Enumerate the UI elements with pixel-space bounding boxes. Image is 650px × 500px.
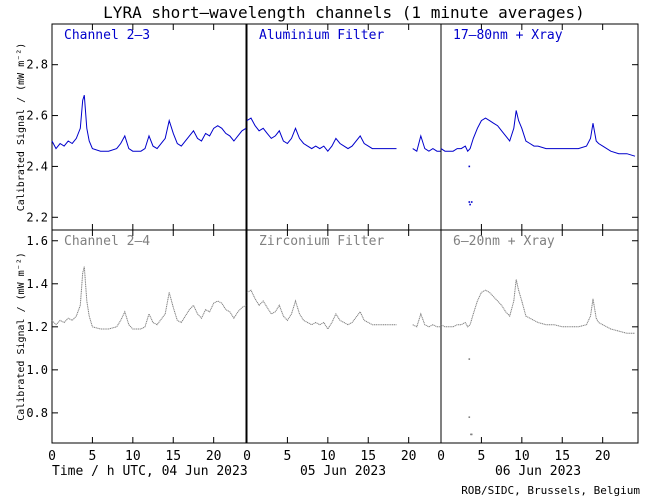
dropout-point xyxy=(468,416,471,418)
dropout-point xyxy=(468,165,471,168)
dropout-point xyxy=(470,433,473,436)
y-tick-label: 2.8 xyxy=(26,58,48,72)
x-tick-label: 10 xyxy=(514,449,530,464)
panel-label: Aluminium Filter xyxy=(259,28,384,43)
panel-frame xyxy=(51,229,247,444)
y-tick-label: 0.8 xyxy=(26,406,48,420)
x-tick-label: 20 xyxy=(206,449,222,464)
series-line xyxy=(440,110,636,157)
x-tick-label: 5 xyxy=(284,449,292,464)
panel-label: Channel 2–3 xyxy=(64,28,150,43)
x-tick-label: 5 xyxy=(89,449,97,464)
x-tick-label: 15 xyxy=(360,449,376,464)
series-line xyxy=(246,117,441,153)
panel-frame xyxy=(246,229,442,444)
panel-label: Zirconium Filter xyxy=(259,234,384,249)
dropout-point xyxy=(470,433,472,436)
x-tick-label: 0 xyxy=(243,449,251,464)
panel-frame xyxy=(440,23,639,231)
series-line xyxy=(440,279,635,334)
day-label-2: 05 Jun 2023 xyxy=(300,464,386,479)
x-tick-label: 15 xyxy=(554,449,570,464)
panel-frame xyxy=(440,229,639,444)
y-tick-label: 2.4 xyxy=(26,159,48,173)
panel-label: Channel 2–4 xyxy=(64,234,150,249)
day-label-1: Time / h UTC, 04 Jun 2023 xyxy=(52,464,248,479)
chart-title: LYRA short–wavelength channels (1 minute… xyxy=(103,3,585,22)
x-tick-label: 10 xyxy=(320,449,336,464)
credit-text: ROB/SIDC, Brussels, Belgium xyxy=(461,484,640,497)
y-tick-label: 1.4 xyxy=(26,277,48,291)
x-tick-label: 20 xyxy=(401,449,417,464)
panel-frame xyxy=(51,23,247,231)
series-line xyxy=(51,266,247,330)
x-tick-label: 10 xyxy=(125,449,141,464)
series-line xyxy=(51,95,247,152)
x-tick-label: 0 xyxy=(48,449,56,464)
panel-label: 17–80nm + Xray xyxy=(453,28,563,43)
series-line xyxy=(246,289,441,330)
panel-label: 6–20nm + Xray xyxy=(453,234,555,249)
y-axis-label: Calibrated Signal / (mW m⁻²) xyxy=(16,43,27,212)
dropout-point xyxy=(468,358,471,360)
y-axis-label: Calibrated Signal / (mW m⁻²) xyxy=(16,252,27,421)
dropout-point xyxy=(468,201,471,203)
x-tick-label: 5 xyxy=(478,449,486,464)
day-label-3: 06 Jun 2023 xyxy=(495,464,581,479)
y-tick-label: 2.2 xyxy=(26,210,48,224)
dropout-point xyxy=(470,201,473,203)
x-tick-label: 20 xyxy=(595,449,611,464)
dropout-point xyxy=(469,203,471,206)
y-tick-label: 1.2 xyxy=(26,320,48,334)
y-tick-label: 1.6 xyxy=(26,234,48,248)
x-tick-label: 0 xyxy=(437,449,445,464)
y-tick-label: 2.6 xyxy=(26,109,48,123)
x-tick-label: 15 xyxy=(165,449,181,464)
y-tick-label: 1.0 xyxy=(26,363,48,377)
panel-frame xyxy=(246,23,442,231)
